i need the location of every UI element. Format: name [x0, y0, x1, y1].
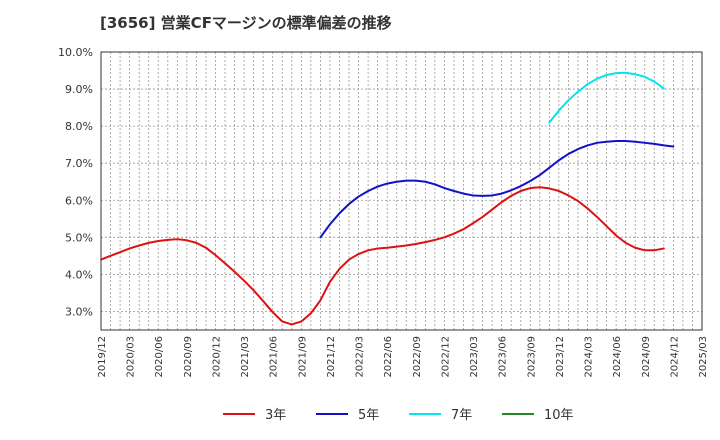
x-tick-label: 2023/06: [498, 336, 509, 378]
x-tick-label: 2021/03: [240, 336, 251, 378]
x-tick-label: 2020/03: [126, 336, 137, 378]
legend-label: 7年: [451, 408, 472, 423]
y-tick-label: 10.0%: [58, 46, 93, 59]
legend: 3年 5年 7年 10年: [223, 408, 574, 423]
x-tick-label: 2024/03: [584, 336, 595, 378]
x-tick-label: 2021/06: [269, 336, 280, 378]
x-tick-label: 2020/06: [154, 336, 165, 378]
chart-title: [3656] 営業CFマージンの標準偏差の推移: [100, 14, 392, 32]
x-tick-label: 2022/12: [440, 336, 451, 378]
legend-label: 10年: [544, 408, 574, 423]
series-lines: [100, 71, 675, 326]
plot-area-frame: [100, 51, 703, 331]
x-tick-label: 2023/09: [526, 336, 537, 378]
y-tick-label: 8.0%: [65, 120, 93, 133]
y-tick-label: 6.0%: [65, 194, 93, 207]
legend-label: 3年: [265, 408, 286, 423]
x-tick-label: 2025/03: [698, 336, 709, 378]
x-tick-label: 2020/12: [211, 336, 222, 378]
x-tick-label: 2024/12: [669, 336, 680, 378]
x-axis-ticks: 2019/12 2020/03 2020/06 2020/09 2020/12 2021/…: [97, 336, 709, 378]
y-tick-label: 7.0%: [65, 157, 93, 170]
x-tick-label: 2019/12: [97, 336, 108, 378]
x-tick-label: 2022/09: [412, 336, 423, 378]
x-tick-label: 2022/06: [383, 336, 394, 378]
y-axis-ticks: 3.0% 4.0% 5.0% 6.0% 7.0% 8.0% 9.0% 10.0%: [58, 46, 93, 318]
series-line: [100, 186, 665, 326]
x-tick-label: 2021/12: [326, 336, 337, 378]
series-line: [319, 139, 675, 239]
grid: [101, 52, 702, 330]
series-line: [548, 71, 665, 124]
x-tick-label: 2024/09: [641, 336, 652, 378]
x-tick-label: 2022/03: [355, 336, 366, 378]
y-tick-label: 5.0%: [65, 231, 93, 244]
y-tick-label: 9.0%: [65, 83, 93, 96]
y-tick-label: 4.0%: [65, 268, 93, 281]
x-tick-label: 2020/09: [183, 336, 194, 378]
y-tick-label: 3.0%: [65, 305, 93, 318]
x-tick-label: 2023/03: [469, 336, 480, 378]
legend-label: 5年: [358, 408, 379, 423]
x-tick-label: 2021/09: [297, 336, 308, 378]
x-tick-label: 2024/06: [612, 336, 623, 378]
x-tick-label: 2023/12: [555, 336, 566, 378]
